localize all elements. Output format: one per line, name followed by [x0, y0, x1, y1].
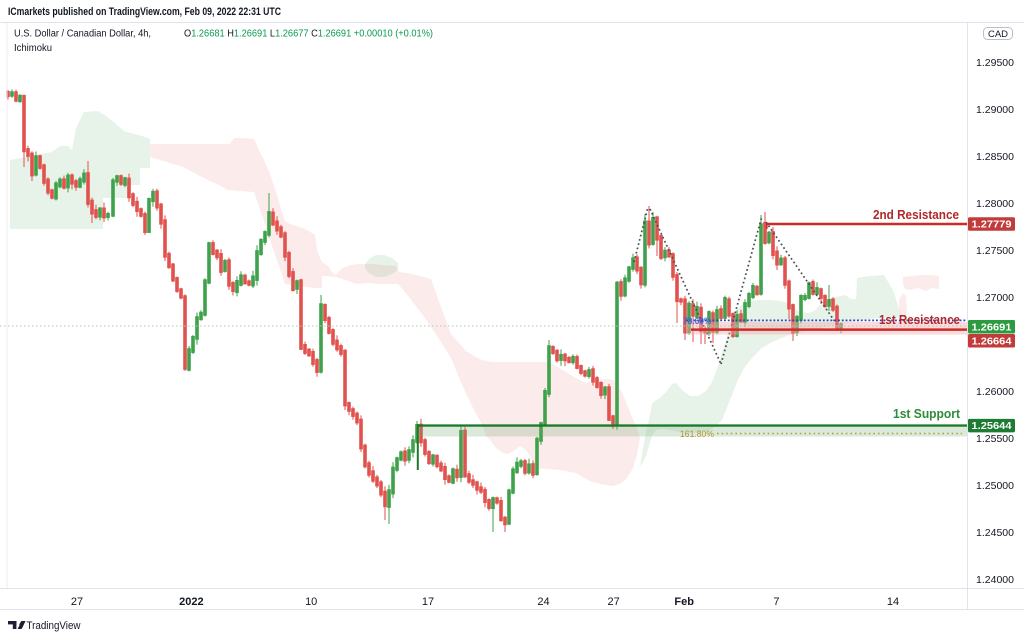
svg-text:1.28500: 1.28500	[976, 151, 1014, 163]
svg-text:1.27779: 1.27779	[972, 220, 1012, 231]
svg-text:U.S. Dollar / Canadian Dollar,: U.S. Dollar / Canadian Dollar, 4h,	[14, 29, 151, 40]
svg-text:17: 17	[422, 596, 434, 608]
svg-text:1.25500: 1.25500	[976, 433, 1014, 445]
svg-text:1.28000: 1.28000	[976, 198, 1014, 210]
svg-text:1st Support: 1st Support	[893, 407, 961, 421]
svg-text:CAD: CAD	[988, 29, 1008, 40]
svg-text:ICmarkets published on Trading: ICmarkets published on TradingView.com, …	[8, 6, 281, 18]
svg-text:1.25644: 1.25644	[972, 421, 1012, 432]
svg-text:1.26691: 1.26691	[972, 322, 1012, 333]
svg-text:27: 27	[71, 596, 83, 608]
svg-text:1.25000: 1.25000	[976, 480, 1014, 492]
svg-text:2nd Resistance: 2nd Resistance	[873, 208, 959, 222]
svg-text:27: 27	[607, 596, 619, 608]
svg-text:O1.26681 H1.26691 L1.26677: O1.26681 H1.26691 L1.26677 C1.26691 +0.0…	[184, 29, 433, 40]
svg-text:14: 14	[887, 596, 899, 608]
svg-text:10: 10	[305, 596, 317, 608]
svg-text:1.24500: 1.24500	[976, 527, 1014, 539]
svg-text:1.26000: 1.26000	[976, 386, 1014, 398]
svg-text:1st Resistance: 1st Resistance	[879, 313, 960, 327]
svg-text:1.29000: 1.29000	[976, 104, 1014, 116]
svg-text:1.27000: 1.27000	[976, 292, 1014, 304]
svg-text:TradingView: TradingView	[27, 620, 81, 632]
svg-text:Feb: Feb	[674, 596, 694, 608]
svg-text:24: 24	[537, 596, 549, 608]
svg-text:161.80%: 161.80%	[680, 429, 714, 440]
svg-text:1.24000: 1.24000	[976, 574, 1014, 586]
svg-text:1.27500: 1.27500	[976, 245, 1014, 257]
svg-text:2022: 2022	[179, 596, 203, 608]
svg-text:1.29500: 1.29500	[976, 57, 1014, 69]
svg-text:7: 7	[773, 596, 779, 608]
svg-text:Ichimoku: Ichimoku	[14, 43, 52, 54]
svg-text:1.26664: 1.26664	[972, 336, 1012, 347]
svg-text:78.60%: 78.60%	[683, 316, 712, 327]
